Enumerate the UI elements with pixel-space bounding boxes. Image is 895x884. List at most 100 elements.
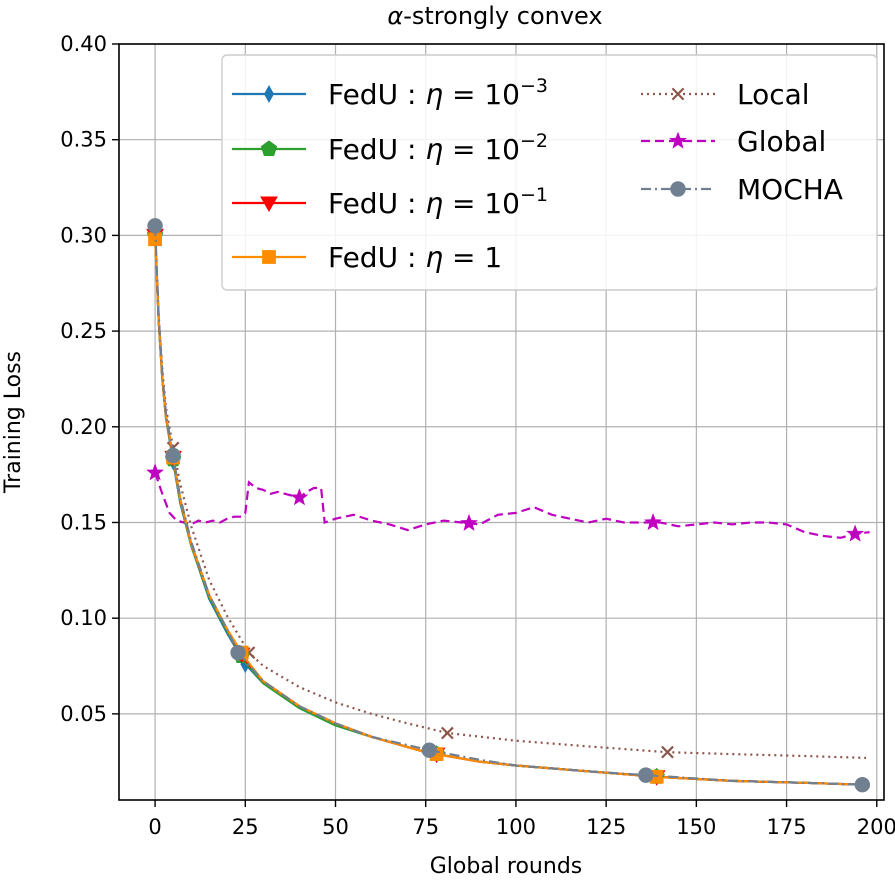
legend-box	[221, 54, 878, 291]
marker-star	[290, 488, 309, 506]
legend-eta-symbol: :	[398, 187, 425, 220]
marker-star	[644, 513, 663, 531]
legend-label: FedU : η = 10−2	[328, 130, 548, 166]
y-tick-label: 0.05	[60, 702, 107, 726]
y-tick-label: 0.30	[60, 223, 107, 247]
marker-circle	[670, 181, 686, 197]
legend-label: FedU : η = 10−1	[328, 184, 548, 220]
series-line	[154, 239, 863, 786]
legend-label: FedU : η = 10−3	[328, 75, 548, 111]
legend-series-name: Global	[737, 125, 826, 158]
series-fedu-3	[148, 232, 863, 786]
plot-lines	[146, 218, 871, 793]
marker-triangle-down	[260, 196, 278, 213]
x-tick-label: 0	[148, 815, 161, 839]
legend-series-name: FedU	[328, 78, 398, 111]
series-mocha-6	[147, 218, 871, 793]
series-local-4	[148, 229, 867, 759]
x-tick-label: 125	[586, 815, 626, 839]
marker-x	[661, 745, 674, 759]
marker-circle	[421, 742, 438, 758]
marker-thin-diamond	[264, 84, 274, 104]
series-fedu-0	[150, 226, 863, 786]
legend-eta-value: 1	[484, 241, 502, 274]
marker-star	[460, 513, 478, 531]
legend-entry-fedu: FedU : η = 1	[232, 241, 502, 274]
series-global-5	[146, 463, 870, 542]
x-ticks: 0 25 50 75 100 125 150 175 200	[148, 800, 895, 839]
y-tick-label: 0.15	[60, 510, 107, 534]
marker-star	[669, 131, 687, 149]
legend-label: MOCHA	[737, 173, 843, 206]
marker-circle	[147, 218, 163, 234]
marker-x	[671, 87, 685, 101]
marker-circle	[165, 447, 181, 464]
y-ticks: 0.05 0.10 0.15 0.20 0.25 0.30 0.35 0.40	[60, 32, 119, 726]
x-tick-label: 150	[676, 815, 716, 839]
legend-label: Global	[737, 125, 826, 158]
x-tick-label: 175	[767, 815, 807, 839]
x-tick-label: 200	[857, 815, 895, 839]
series-fedu-2	[146, 228, 863, 786]
marker-circle	[854, 776, 871, 793]
legend-eta-symbol: =	[443, 241, 484, 274]
y-tick-label: 0.20	[60, 415, 107, 439]
title-alpha: α	[387, 2, 403, 30]
x-tick-label: 25	[232, 815, 259, 839]
marker-x-stroke	[671, 87, 685, 101]
legend-label: Local	[737, 78, 810, 111]
legend-eta-exponent: −3	[520, 75, 548, 97]
series-line	[154, 472, 870, 539]
legend-series-name: Local	[737, 78, 810, 111]
series-fedu-1	[146, 226, 863, 786]
legend-eta-symbol: :	[398, 133, 425, 166]
x-axis-label: Global rounds	[430, 854, 583, 879]
series-line	[154, 235, 863, 786]
plot-frame	[118, 43, 885, 801]
legend-eta-exponent: −1	[520, 184, 548, 206]
marker-circle	[230, 644, 246, 661]
legend-eta-symbol: η	[425, 133, 443, 166]
legend-entry-fedu: FedU : η = 10−2	[232, 130, 548, 166]
marker-x-stroke	[661, 745, 674, 759]
legend-entry-local: Local	[641, 78, 810, 111]
x-tick-label: 75	[412, 815, 439, 839]
legend-eta-symbol: η	[425, 78, 443, 111]
legend-series-name: FedU	[328, 241, 398, 274]
title-text: -strongly convex	[403, 2, 602, 30]
marker-star	[846, 524, 865, 542]
marker-circle	[638, 767, 654, 783]
legend-eta-symbol: η	[425, 241, 443, 274]
legend-eta-value: 10	[484, 133, 520, 166]
legend-entry-fedu: FedU : η = 10−3	[232, 75, 548, 111]
legend-eta-symbol: =	[443, 78, 484, 111]
y-tick-label: 0.10	[60, 606, 107, 630]
marker-square	[262, 250, 276, 264]
series-line	[154, 235, 863, 786]
series-line	[154, 235, 867, 759]
marker-pentagon	[260, 140, 278, 156]
legend-label: FedU : η = 1	[328, 241, 502, 274]
legend-eta-value: 10	[484, 78, 520, 111]
legend-entry-global: Global	[641, 125, 826, 158]
legend-eta-symbol: =	[443, 133, 484, 166]
marker-x-stroke	[440, 726, 454, 740]
y-axis-label: Training Loss	[1, 351, 26, 494]
legend-eta-symbol: =	[443, 187, 484, 220]
legend-entry-fedu: FedU : η = 10−1	[232, 184, 548, 220]
legend-eta-symbol: :	[398, 241, 425, 274]
y-tick-label: 0.35	[60, 128, 107, 152]
series-line	[154, 225, 863, 786]
chart-title: α-strongly convex	[387, 2, 602, 30]
legend-eta-exponent: −2	[520, 130, 548, 152]
x-tick-label: 50	[322, 815, 349, 839]
legend-series-name: FedU	[328, 187, 398, 220]
x-tick-label: 100	[496, 815, 536, 839]
legend-series-name: MOCHA	[737, 173, 843, 206]
y-tick-label: 0.25	[60, 319, 107, 343]
marker-star	[146, 463, 165, 481]
y-tick-label: 0.40	[60, 32, 107, 56]
legend-eta-value: 10	[484, 187, 520, 220]
